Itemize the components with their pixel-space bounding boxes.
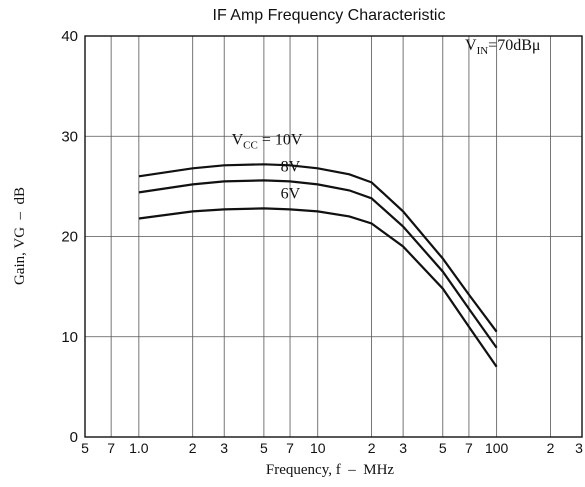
y-tick-label: 10 <box>61 329 78 346</box>
chart-title: IF Amp Frequency Characteristic <box>213 7 446 24</box>
series-line-0 <box>138 163 498 333</box>
x-tick-label: 1.0 <box>129 440 149 456</box>
y-tick-label: 20 <box>61 229 78 246</box>
x-tick-label: 5 <box>260 440 268 456</box>
series-line-2 <box>138 207 498 368</box>
series-curves <box>138 163 498 368</box>
x-tick-label: 2 <box>547 440 555 456</box>
x-tick-label: 2 <box>189 440 197 456</box>
x-tick-label: 7 <box>107 440 115 456</box>
x-tick-label: 3 <box>220 440 228 456</box>
x-axis-label: Frequency, f – MHz <box>266 462 395 478</box>
y-tick-label: 30 <box>61 128 78 145</box>
series-labels: VCC = 10V 8V 6V <box>232 131 303 202</box>
x-tick-label: 7 <box>286 440 294 456</box>
y-axis-label: Gain, VG – dB <box>12 187 28 285</box>
y-tick-label: 40 <box>61 28 78 45</box>
grid <box>85 36 582 437</box>
y-ticks: 0 10 20 30 40 <box>61 28 78 446</box>
series-line-1 <box>138 179 498 349</box>
series-label-2: 6V <box>281 185 301 202</box>
x-tick-label: 2 <box>368 440 376 456</box>
x-tick-label: 10 <box>310 440 326 456</box>
x-tick-label: 5 <box>439 440 447 456</box>
plot-frame <box>84 35 583 438</box>
x-tick-label: 3 <box>399 440 407 456</box>
series-label-1: 8V <box>281 158 301 175</box>
x-tick-label: 3 <box>575 440 583 456</box>
series-label-0: VCC = 10V <box>232 131 303 151</box>
x-tick-label: 100 <box>485 440 509 456</box>
x-tick-label: 5 <box>81 440 89 456</box>
condition-label: VIN=70dBμ <box>465 37 540 57</box>
x-tick-label: 7 <box>465 440 473 456</box>
y-tick-label: 0 <box>70 429 78 446</box>
x-ticks: 5 7 1.0 2 3 5 7 10 2 3 5 7 100 2 3 <box>81 440 583 456</box>
